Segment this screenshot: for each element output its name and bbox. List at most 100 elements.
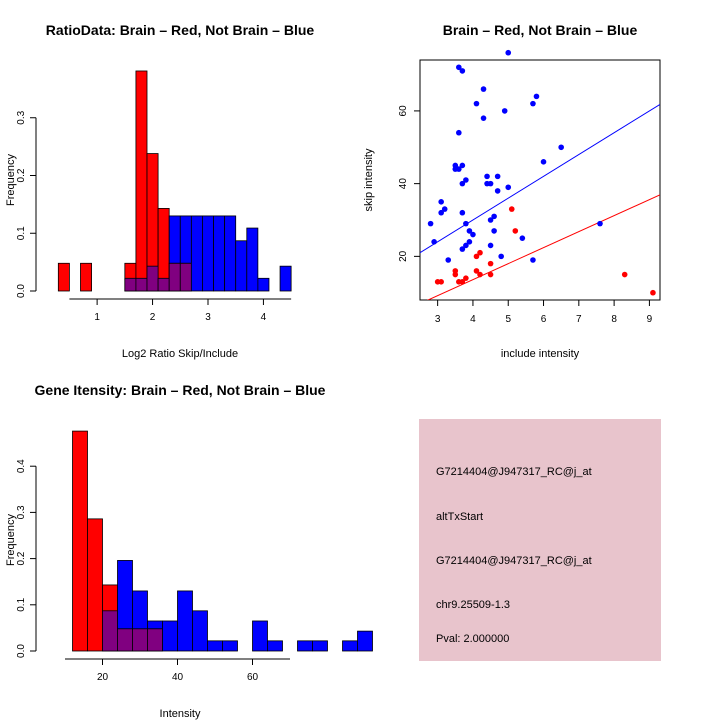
scatter-point-blue-41 xyxy=(530,257,536,263)
ratio-hist-overlap-bar-2 xyxy=(146,265,159,292)
scatter-point-red-5 xyxy=(459,279,466,285)
intensity-hist-blue-bar-12 xyxy=(312,640,328,652)
scatter-point-blue-20 xyxy=(459,246,466,252)
intensity-hist-blue-bar-13 xyxy=(342,640,358,652)
scatter-point-blue-4 xyxy=(441,206,448,212)
intensity-hist-blue-bar-7 xyxy=(207,640,223,652)
intensity-hist-blue-bar-4 xyxy=(162,620,178,652)
scatter-point-blue-18 xyxy=(466,239,473,245)
scatter-point-red-11 xyxy=(487,260,494,267)
scatter-x-tick-label-2: 5 xyxy=(505,314,511,325)
scatter-point-blue-13 xyxy=(459,180,466,187)
intensity-hist-y-tick-label-2: 0.2 xyxy=(16,551,27,565)
scatter-x-tick-label-5: 8 xyxy=(611,314,617,325)
scatter-point-red-14 xyxy=(512,228,519,234)
ratio-hist-xlabel: Log2 Ratio Skip/Include xyxy=(122,348,238,360)
scatter-point-blue-21 xyxy=(470,231,476,238)
scatter-points xyxy=(427,49,656,296)
intensity-hist-red-bar-0 xyxy=(72,430,88,652)
scatter-point-blue-3 xyxy=(438,209,444,216)
scatter-point-blue-5 xyxy=(445,257,452,263)
scatter-point-blue-42 xyxy=(540,159,547,165)
info-event-type: altTxStart xyxy=(436,511,483,523)
intensity-hist-overlap-bar-0 xyxy=(102,610,118,652)
scatter-y-tick-label-2: 60 xyxy=(398,105,409,117)
intensity-hist-blue-bar-5 xyxy=(177,590,193,652)
scatter-x-tick-label-0: 3 xyxy=(435,314,441,325)
info-probe-id-2: G7214404@J947317_RC@j_at xyxy=(436,555,592,567)
ratio-hist-y-tick-label-0: 0.0 xyxy=(16,284,27,298)
scatter-point-blue-23 xyxy=(480,115,487,121)
info-panel: G7214404@J947317_RC@j_at altTxStart G721… xyxy=(419,419,661,661)
ratio-histogram-panel: RatioData: Brain – Red, Not Brain – Blue… xyxy=(5,22,314,360)
scatter-point-blue-25 xyxy=(484,173,490,180)
scatter-panel: Brain – Red, Not Brain – Blue 3 4 5 6 7 8 9 20 4… xyxy=(363,22,661,360)
scatter-point-blue-22 xyxy=(473,100,480,107)
scatter-title: Brain – Red, Not Brain – Blue xyxy=(443,22,638,38)
scatter-xlabel: include intensity xyxy=(501,348,580,360)
scatter-point-blue-35 xyxy=(501,108,508,114)
ratio-hist-y-tick-label-3: 0.3 xyxy=(16,110,27,124)
scatter-point-blue-44 xyxy=(597,220,603,227)
scatter-point-red-6 xyxy=(463,275,469,281)
intensity-hist-x-tick-label-0: 20 xyxy=(97,672,109,683)
ratio-hist-blue-bar-11 xyxy=(246,227,259,292)
scatter-point-red-1 xyxy=(438,279,444,285)
scatter-x-tick-label-4: 7 xyxy=(576,314,582,325)
info-panel-background xyxy=(419,419,661,661)
ratio-hist-overlap-bar-3 xyxy=(157,277,170,292)
scatter-point-red-13 xyxy=(508,206,515,212)
ratio-hist-blue-bar-6 xyxy=(190,215,203,292)
intensity-hist-blue-bar-8 xyxy=(222,640,238,652)
scatter-point-blue-38 xyxy=(519,235,526,241)
intensity-hist-y-tick-label-1: 0.1 xyxy=(16,597,27,611)
scatter-point-blue-28 xyxy=(487,217,494,223)
ratio-hist-overlap-bar-0 xyxy=(124,277,137,292)
scatter-point-blue-30 xyxy=(491,228,497,234)
scatter-point-blue-14 xyxy=(463,177,469,183)
intensity-hist-x-tick-label-2: 60 xyxy=(247,672,259,683)
scatter-point-blue-31 xyxy=(494,188,501,194)
intensity-hist-overlap-bar-3 xyxy=(147,628,163,652)
intensity-hist-red-bar-1 xyxy=(87,518,103,652)
intensity-hist-title: Gene Itensity: Brain – Red, Not Brain – … xyxy=(35,382,326,398)
intensity-hist-blue-bar-1 xyxy=(117,560,133,630)
scatter-point-red-9 xyxy=(473,268,480,274)
ratio-hist-overlap-bar-4 xyxy=(168,262,181,292)
scatter-point-blue-36 xyxy=(505,49,512,56)
scatter-point-blue-0 xyxy=(427,220,434,227)
intensity-hist-x-tick-label-1: 40 xyxy=(172,672,184,683)
scatter-point-blue-19 xyxy=(463,242,469,249)
info-pval: Pval: 2.000000 xyxy=(436,633,509,645)
ratio-hist-blue-bar-13 xyxy=(279,265,292,292)
ratio-hist-x-tick-label-1: 2 xyxy=(150,312,156,323)
ratio-hist-blue-bar-12 xyxy=(257,277,270,292)
intensity-hist-blue-bar-6 xyxy=(192,610,208,652)
ratio-hist-x-tick-label-2: 3 xyxy=(205,312,211,323)
intensity-histogram-panel: Gene Itensity: Brain – Red, Not Brain – … xyxy=(5,382,373,720)
scatter-point-blue-32 xyxy=(494,173,501,180)
intensity-hist-blue-bar-11 xyxy=(297,640,313,652)
intensity-hist-overlap-bar-1 xyxy=(117,628,133,652)
info-probe-id: G7214404@J947317_RC@j_at xyxy=(436,466,592,478)
ratio-hist-blue-bar-5 xyxy=(179,215,192,264)
intensity-hist-bars xyxy=(72,430,373,652)
scatter-axes: 3 4 5 6 7 8 9 20 40 60 xyxy=(398,105,653,325)
scatter-point-blue-24 xyxy=(480,86,487,92)
scatter-plot-frame xyxy=(419,59,661,301)
scatter-point-red-15 xyxy=(621,271,628,278)
scatter-x-tick-label-6: 9 xyxy=(647,314,653,325)
intensity-hist-y-tick-label-4: 0.4 xyxy=(16,459,27,473)
scatter-point-red-8 xyxy=(477,249,483,256)
info-location: chr9.25509-1.3 xyxy=(436,599,510,611)
scatter-point-red-16 xyxy=(650,289,656,296)
ratio-hist-overlap-bar-1 xyxy=(135,277,148,292)
intensity-hist-axes: 0.0 0.1 0.2 0.3 0.4 20 40 60 xyxy=(16,459,290,683)
ratio-hist-red-bar-0 xyxy=(57,262,70,292)
intensity-hist-y-tick-label-0: 0.0 xyxy=(16,644,27,658)
scatter-point-blue-39 xyxy=(530,100,536,107)
scatter-ylabel: skip intensity xyxy=(363,148,375,211)
intensity-hist-xlabel: Intensity xyxy=(160,708,201,720)
ratio-hist-blue-bar-9 xyxy=(224,215,237,292)
scatter-point-blue-43 xyxy=(558,144,564,151)
